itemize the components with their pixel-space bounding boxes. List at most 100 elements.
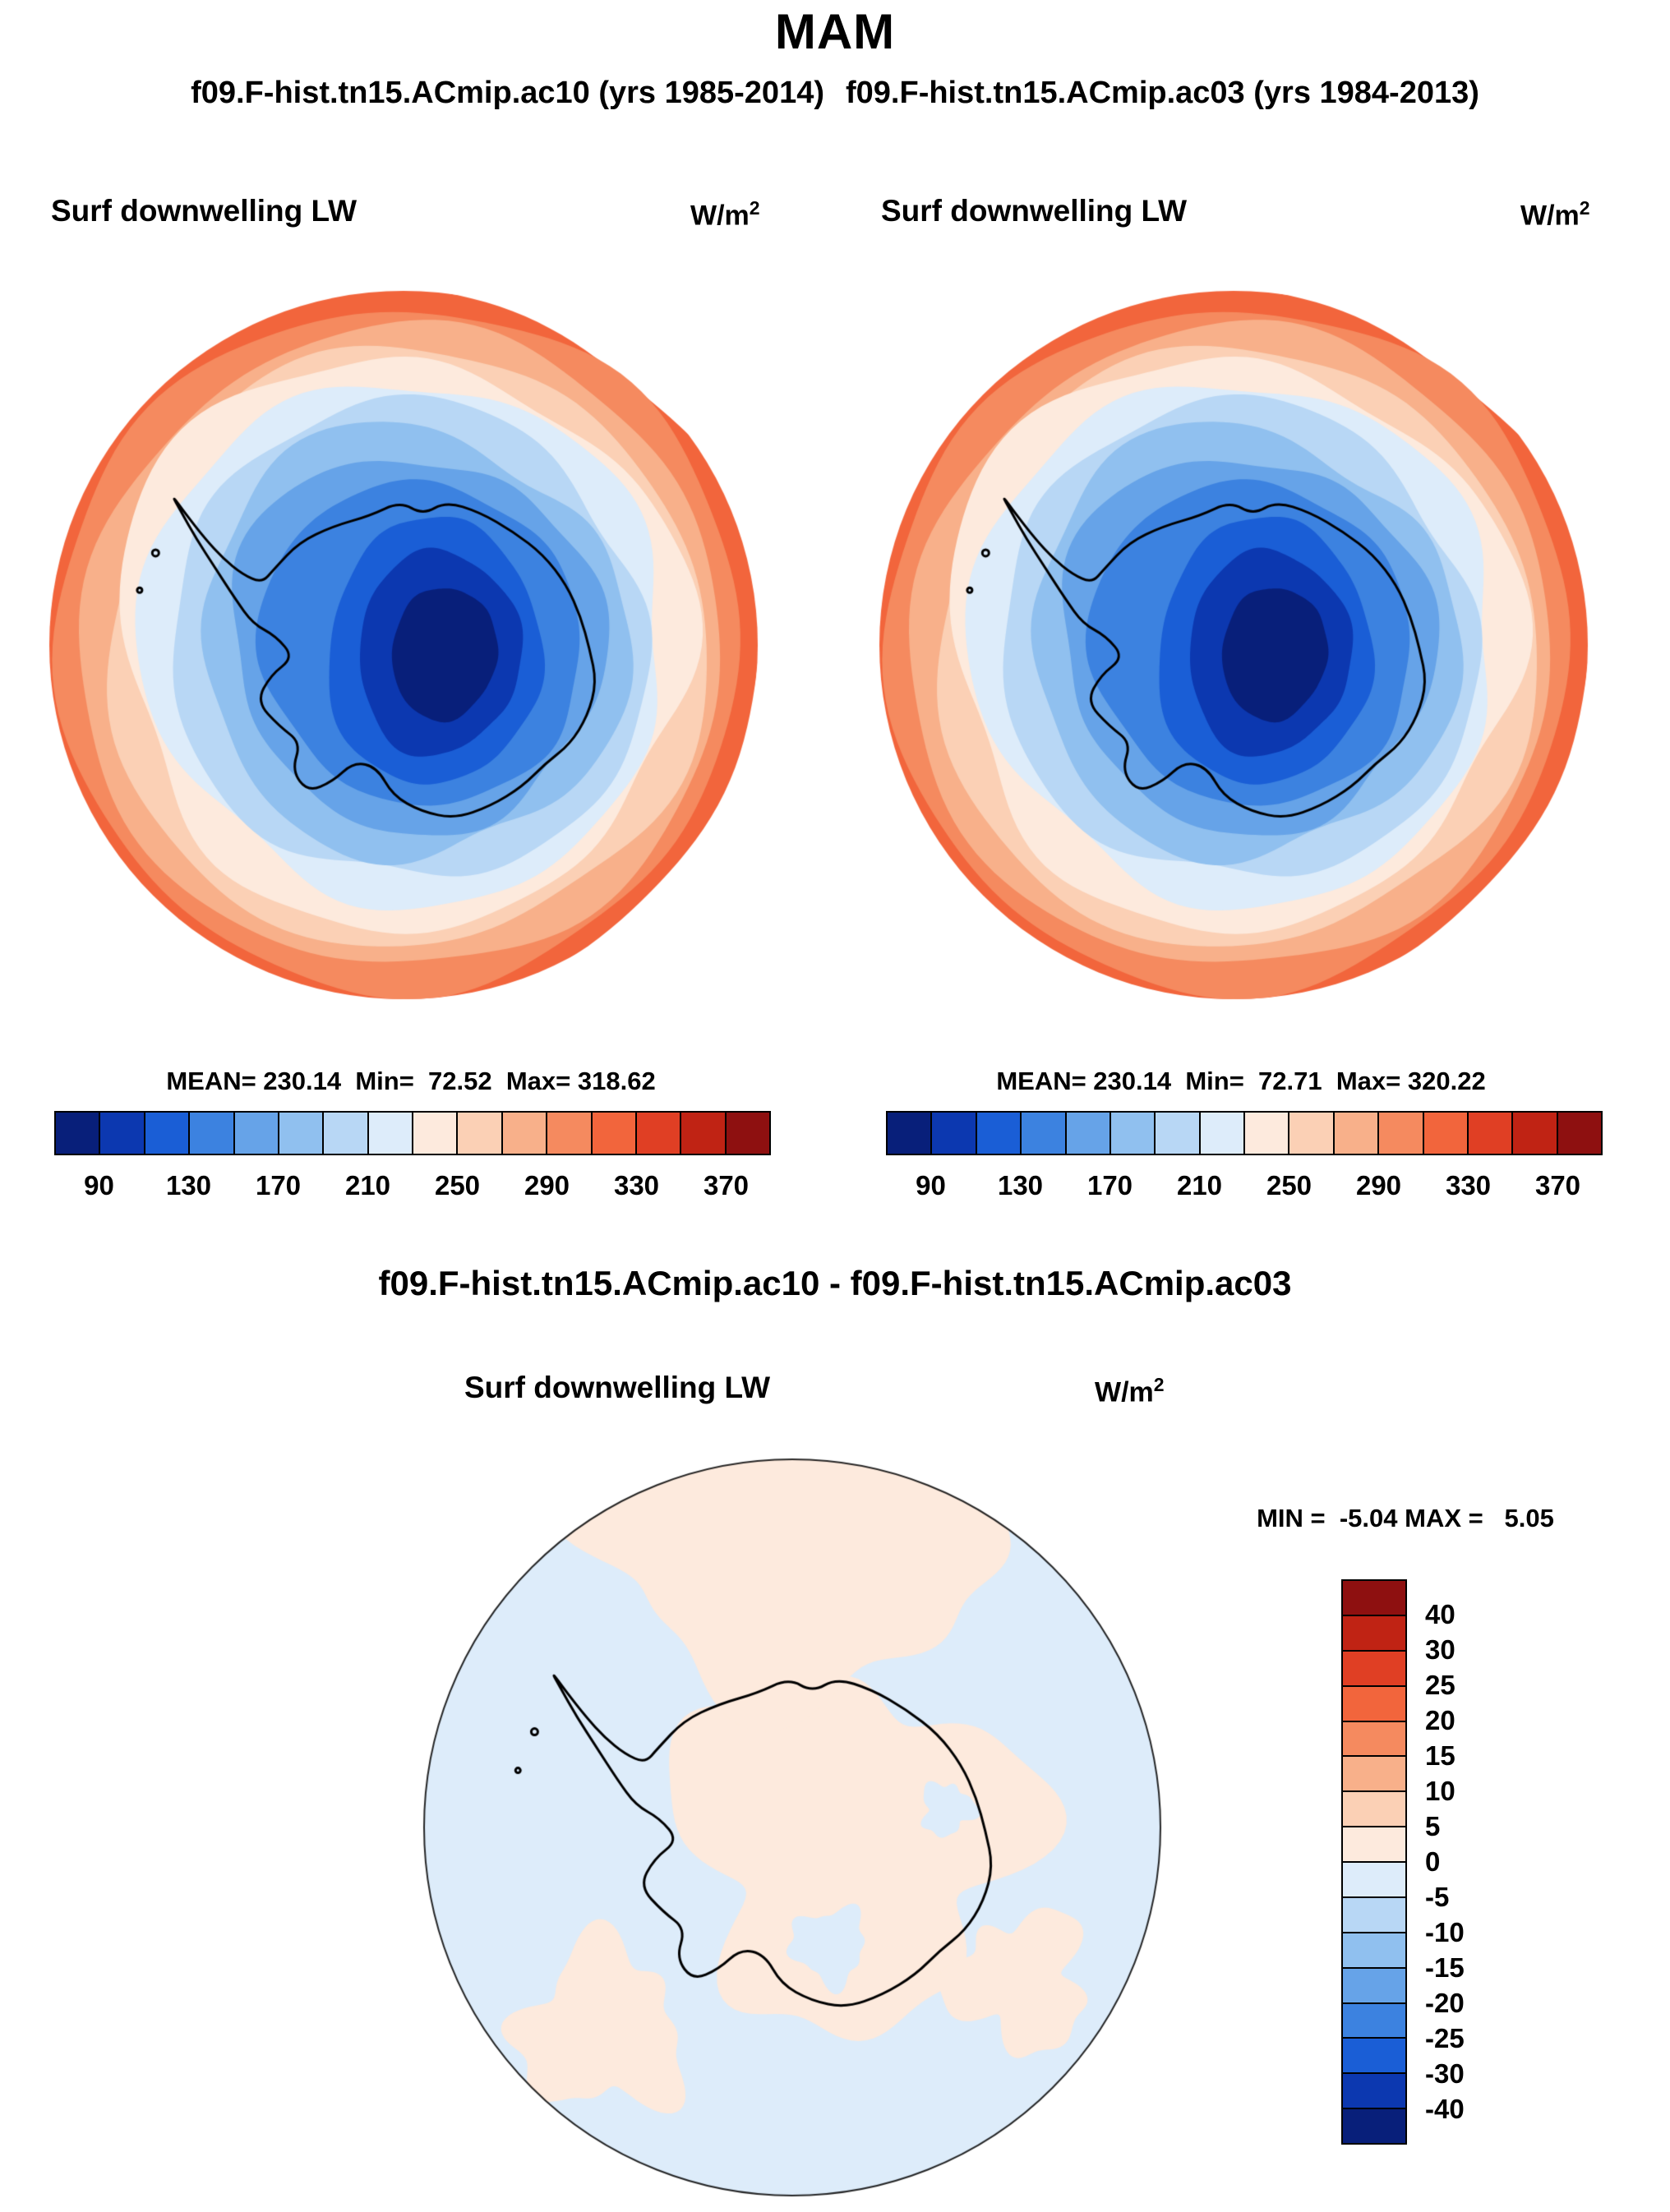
colorbar-tick-label: -30 xyxy=(1425,2058,1465,2089)
colorbar-tick-label: 330 xyxy=(1445,1170,1492,1200)
panel-left-var-label: Surf downwelling LW xyxy=(51,194,358,228)
colorbar-segment xyxy=(1341,1720,1407,1758)
colorbar-segment xyxy=(1341,1649,1407,1687)
colorbar-segment xyxy=(1341,1826,1407,1863)
colorbar-segment xyxy=(930,1111,977,1155)
panel-diff-units-base: W/m xyxy=(1095,1376,1154,1408)
colorbar-diff xyxy=(1341,1579,1407,2145)
run-subtitle-right: f09.F-hist.tn15.ACmip.ac03 (yrs 1984-201… xyxy=(846,76,1479,110)
colorbar-tick-label: 210 xyxy=(1176,1170,1223,1200)
run-subtitle: f09.F-hist.tn15.ACmip.ac10 (yrs 1985-201… xyxy=(0,76,1670,111)
colorbar-segment xyxy=(886,1111,933,1155)
panel-right-stats: MEAN= 230.14 Min= 72.71 Max= 320.22 xyxy=(996,1067,1486,1095)
colorbar-segment xyxy=(233,1111,279,1155)
colorbar-tick-label: -10 xyxy=(1425,1917,1465,1947)
colorbar-segment xyxy=(1109,1111,1156,1155)
run-subtitle-left: f09.F-hist.tn15.ACmip.ac10 (yrs 1985-201… xyxy=(191,76,824,110)
colorbar-segment xyxy=(680,1111,727,1155)
colorbar-segment xyxy=(1341,2037,1407,2075)
panel-right-var-label: Surf downwelling LW xyxy=(881,194,1188,228)
colorbar-tick-label: -40 xyxy=(1425,2094,1465,2124)
map-ac10 xyxy=(46,288,761,1002)
map-difference xyxy=(421,1456,1164,2199)
colorbar-tick-label: -25 xyxy=(1425,2023,1465,2053)
colorbar-tick-label: 130 xyxy=(997,1170,1044,1200)
colorbar-tick-label: 210 xyxy=(344,1170,391,1200)
panel-right-units: W/m2 xyxy=(1520,197,1590,232)
colorbar-segment xyxy=(724,1111,771,1155)
colorbar-segment xyxy=(1332,1111,1380,1155)
colorbar-segment xyxy=(1154,1111,1201,1155)
colorbar-segment xyxy=(546,1111,593,1155)
colorbar-segment xyxy=(1288,1111,1335,1155)
colorbar-tick-label: 130 xyxy=(165,1170,212,1200)
colorbar-segment xyxy=(1341,1755,1407,1793)
colorbar-tick-label: 290 xyxy=(524,1170,570,1200)
colorbar-tick-label: 15 xyxy=(1425,1740,1455,1771)
colorbar-tick-label: 30 xyxy=(1425,1634,1455,1665)
colorbar-segment xyxy=(1341,1896,1407,1933)
colorbar-segment xyxy=(634,1111,682,1155)
colorbar-segment xyxy=(1198,1111,1245,1155)
colorbar-segment xyxy=(975,1111,1022,1155)
colorbar-segment xyxy=(1341,2072,1407,2110)
colorbar-tick-label: 330 xyxy=(613,1170,660,1200)
colorbar-tick-label: 250 xyxy=(1266,1170,1312,1200)
panel-diff-units: W/m2 xyxy=(1095,1374,1165,1408)
panel-diff-var-label: Surf downwelling LW xyxy=(464,1371,771,1404)
colorbar-segment xyxy=(188,1111,235,1155)
panel-right-units-base: W/m xyxy=(1520,200,1580,232)
panel-left-units-exp: 2 xyxy=(749,197,760,219)
panel-left-stats: MEAN= 230.14 Min= 72.52 Max= 318.62 xyxy=(166,1067,656,1095)
colorbar-right xyxy=(886,1111,1603,1155)
colorbar-segment xyxy=(590,1111,637,1155)
colorbar-segment xyxy=(1243,1111,1290,1155)
colorbar-segment xyxy=(277,1111,325,1155)
colorbar-tick-label: 170 xyxy=(1086,1170,1133,1200)
panel-left-units-base: W/m xyxy=(690,200,750,232)
colorbar-tick-label: 90 xyxy=(84,1170,114,1200)
colorbar-tick-label: 250 xyxy=(434,1170,481,1200)
panel-right-units-exp: 2 xyxy=(1579,197,1590,219)
colorbar-tick-label: 5 xyxy=(1425,1811,1441,1841)
colorbar-tick-label: -15 xyxy=(1425,1952,1465,1983)
colorbar-segment xyxy=(1341,2002,1407,2039)
colorbar-tick-label: 370 xyxy=(703,1170,750,1200)
colorbar-segment xyxy=(1341,1966,1407,2004)
colorbar-diff-ticks: 40 30 25 20 15 10 5 0 -5 -10 -15 -20 -25 -30 -40 xyxy=(1425,1579,1507,2145)
colorbar-segment xyxy=(1020,1111,1067,1155)
colorbar-tick-label: 20 xyxy=(1425,1705,1455,1735)
colorbar-segment xyxy=(1341,1931,1407,1969)
colorbar-tick-label: -5 xyxy=(1425,1882,1450,1912)
colorbar-segment xyxy=(1341,1790,1407,1828)
colorbar-left xyxy=(54,1111,771,1155)
diff-title: f09.F-hist.tn15.ACmip.ac10 - f09.F-hist.… xyxy=(378,1264,1292,1302)
colorbar-segment xyxy=(1341,1861,1407,1898)
colorbar-segment xyxy=(412,1111,459,1155)
colorbar-segment xyxy=(1511,1111,1558,1155)
colorbar-tick-label: 10 xyxy=(1425,1776,1455,1806)
colorbar-segment xyxy=(1556,1111,1603,1155)
map-ac03 xyxy=(876,288,1591,1002)
colorbar-left-ticks: 90 130 170 210 250 290 330 370 xyxy=(54,1170,771,1203)
colorbar-tick-label: 170 xyxy=(255,1170,302,1200)
colorbar-segment xyxy=(1422,1111,1469,1155)
colorbar-tick-label: 25 xyxy=(1425,1670,1455,1700)
colorbar-segment xyxy=(1341,1579,1407,1616)
colorbar-segment xyxy=(54,1111,101,1155)
colorbar-tick-label: 290 xyxy=(1355,1170,1402,1200)
colorbar-tick-label: -20 xyxy=(1425,1988,1465,2018)
colorbar-segment xyxy=(1341,1684,1407,1722)
colorbar-segment xyxy=(367,1111,413,1155)
colorbar-segment xyxy=(1466,1111,1514,1155)
panel-diff-units-exp: 2 xyxy=(1153,1374,1165,1395)
colorbar-segment xyxy=(322,1111,369,1155)
colorbar-segment xyxy=(1064,1111,1111,1155)
colorbar-segment xyxy=(99,1111,145,1155)
colorbar-tick-label: 370 xyxy=(1534,1170,1581,1200)
colorbar-segment xyxy=(501,1111,548,1155)
colorbar-segment xyxy=(1377,1111,1424,1155)
diff-minmax: MIN = -5.04 MAX = 5.05 xyxy=(1257,1504,1554,1532)
colorbar-tick-label: 0 xyxy=(1425,1846,1441,1877)
